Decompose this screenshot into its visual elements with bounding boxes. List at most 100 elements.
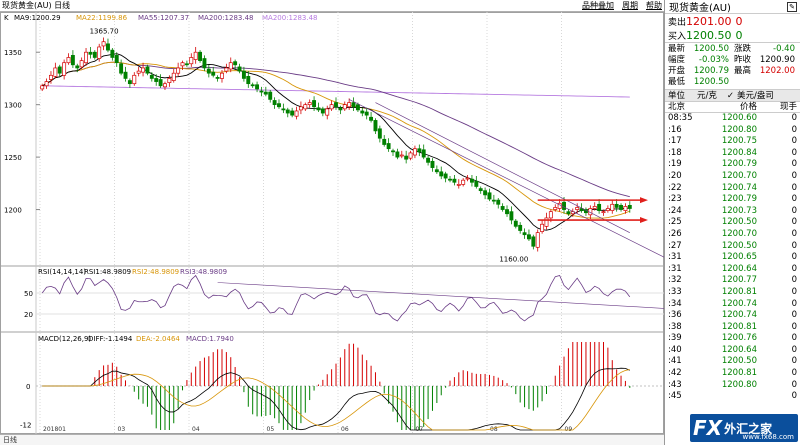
candle-body	[518, 224, 523, 231]
tick-row[interactable]: :42 1200.81 0	[665, 368, 800, 380]
tick-row[interactable]: :23 1200.79 0	[665, 194, 800, 206]
tick-row[interactable]: :43 1200.80 0	[665, 380, 800, 392]
period-mode[interactable]: 日线	[3, 436, 17, 444]
tick-qty: 0	[791, 182, 797, 193]
macd-diff-legend: DIFF:-1.1494	[88, 335, 133, 343]
candle-body	[101, 41, 106, 47]
candle-body	[404, 155, 409, 160]
candle-body	[465, 177, 470, 180]
candle-body	[268, 91, 273, 100]
time-tick-label: 04	[192, 426, 200, 433]
period-button[interactable]: 周期	[622, 1, 638, 10]
candle-body	[263, 91, 268, 95]
stat-key: 最低	[668, 77, 686, 87]
tick-row[interactable]: :31 1200.65 0	[665, 252, 800, 264]
unit-value[interactable]: 元/克	[697, 91, 717, 101]
candle-body	[474, 180, 479, 187]
unit-option[interactable]: ✓ 美元/盎司	[726, 91, 774, 101]
tick-row[interactable]: :19 1200.79 0	[665, 159, 800, 171]
tick-time: :27	[668, 240, 682, 251]
rsi2-legend: RSI2:48.9809	[132, 268, 179, 276]
kline-chart-area[interactable]: K MA9:1200.29 MA22:1199.86 MA55:1207.37 …	[0, 12, 664, 434]
candle-body	[66, 57, 71, 64]
candle-body	[548, 211, 553, 219]
edit-icon[interactable]: ✎	[787, 1, 797, 12]
candle-body	[426, 157, 431, 163]
tick-time: :39	[668, 333, 682, 344]
time-tick-label: 09	[565, 426, 573, 433]
candle-body	[312, 100, 317, 108]
tick-row[interactable]: :18 1200.84 0	[665, 148, 800, 160]
tick-qty: 0	[791, 298, 797, 309]
help-button[interactable]: 帮助	[646, 1, 662, 10]
candle-body	[531, 236, 536, 247]
candle-body	[193, 51, 198, 60]
candle-body	[456, 184, 461, 186]
candle-body	[430, 160, 435, 168]
ticks-list[interactable]: 08:35 1200.60 0:16 1200.80 0:17 1200.75 0:18 12…	[665, 113, 800, 403]
tick-row[interactable]: :32 1200.77 0	[665, 275, 800, 287]
tick-row[interactable]: :22 1200.74 0	[665, 183, 800, 195]
tick-row[interactable]: 08:35 1200.60 0	[665, 113, 800, 125]
candle-body	[224, 67, 229, 72]
tick-time: :20	[668, 170, 682, 181]
candle-body	[215, 77, 220, 79]
tick-price: 1200.70	[721, 228, 757, 239]
tick-row[interactable]: :25 1200.50 0	[665, 217, 800, 229]
kline-chart[interactable]: K MA9:1200.29 MA22:1199.86 MA55:1207.37 …	[0, 12, 664, 434]
tick-row[interactable]: :38 1200.81 0	[665, 322, 800, 334]
tick-time: :24	[668, 205, 682, 216]
tick-time: :19	[668, 159, 682, 170]
tick-row[interactable]: :20 1200.70 0	[665, 171, 800, 183]
candle-body	[491, 199, 496, 202]
tick-qty: 0	[791, 379, 797, 390]
candle-body	[483, 190, 488, 196]
candle-body	[259, 90, 264, 93]
logo-cn: 外汇之家	[724, 421, 773, 436]
stat-key2: 最高	[734, 66, 752, 76]
tick-price: 1200.50	[721, 217, 757, 228]
tick-row[interactable]: :31 1200.64 0	[665, 264, 800, 276]
candle-body	[377, 128, 382, 139]
tick-row[interactable]: :24 1200.73 0	[665, 206, 800, 218]
tick-row[interactable]: :17 1200.75 0	[665, 136, 800, 148]
candle-body	[211, 71, 216, 76]
tick-time: :23	[668, 194, 682, 205]
candle-body	[92, 51, 97, 58]
tick-row[interactable]: :27 1200.50 0	[665, 241, 800, 253]
rsi-axis-ticks: 50 20	[24, 290, 664, 319]
candle-body	[623, 206, 628, 211]
stat-value: 1200.50	[693, 44, 729, 54]
candle-body	[123, 71, 128, 79]
candle-body	[443, 173, 448, 179]
candle-body	[206, 68, 211, 74]
candle-body	[553, 207, 558, 210]
tick-row[interactable]: :26 1200.70 0	[665, 229, 800, 241]
tick-row[interactable]: :40 1200.64 0	[665, 345, 800, 357]
tick-price: 1200.64	[721, 263, 757, 274]
tick-row[interactable]: :34 1200.74 0	[665, 299, 800, 311]
tick-row[interactable]: :45 0	[665, 391, 800, 403]
stat-key2: 昨收	[734, 55, 752, 65]
bid-ask: 卖出 1201.00 0 买入 1200.50 0	[665, 14, 800, 43]
candle-body	[70, 55, 75, 66]
tick-time: :33	[668, 286, 682, 297]
tick-price: 1200.80	[721, 379, 757, 390]
tick-row[interactable]: :33 1200.81 0	[665, 287, 800, 299]
tick-row[interactable]: :16 1200.80 0	[665, 125, 800, 137]
candle-body	[202, 58, 207, 69]
ma-legend-k: K	[4, 14, 9, 22]
candle-body	[412, 148, 417, 156]
macd-tick-label: -12	[20, 421, 31, 429]
tick-row[interactable]: :36 1200.74 0	[665, 310, 800, 322]
tick-row[interactable]: :39 1200.76 0	[665, 333, 800, 345]
chart-bottom-bar: 日线	[0, 434, 664, 445]
time-tick-label: 06	[341, 426, 349, 433]
overlay-button[interactable]: 品种叠加	[582, 1, 614, 10]
time-tick-label: 03	[118, 426, 126, 433]
candle-body	[119, 63, 124, 74]
tick-price: 1200.81	[721, 321, 757, 332]
sell-label: 卖出	[668, 17, 687, 28]
tick-row[interactable]: :41 1200.50 0	[665, 356, 800, 368]
candle-body	[141, 67, 146, 73]
